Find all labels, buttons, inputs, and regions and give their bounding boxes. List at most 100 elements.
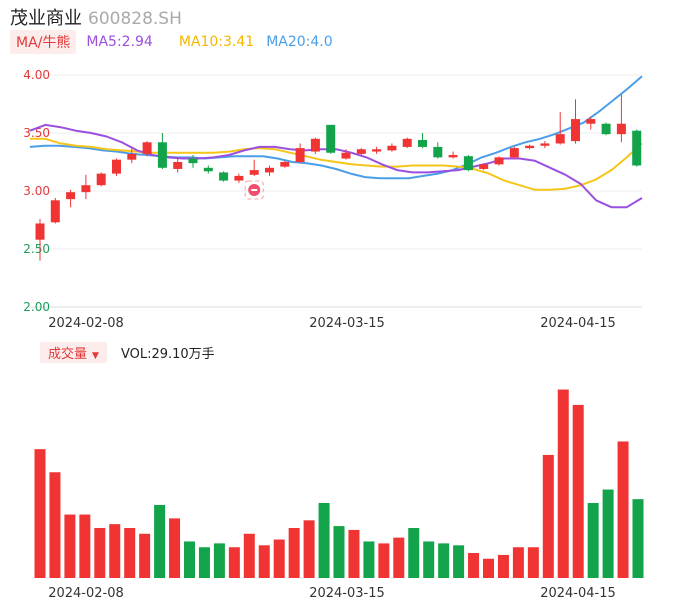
volume-bar — [34, 449, 46, 578]
volume-bar — [333, 526, 345, 578]
volume-bar — [587, 503, 599, 578]
candle — [555, 112, 565, 145]
candle — [81, 174, 91, 200]
candle — [509, 146, 519, 159]
y-tick-label: 2.00 — [23, 300, 50, 314]
volume-bar — [228, 547, 240, 578]
candle-body — [50, 200, 60, 223]
candle-body — [280, 162, 290, 167]
candle — [50, 197, 60, 224]
x-tick-label: 2024-03-15 — [309, 316, 385, 331]
volume-bar — [572, 404, 584, 578]
candle — [402, 137, 412, 149]
grid-lines — [30, 74, 642, 308]
volume-bar — [483, 558, 494, 578]
volume-bar — [393, 537, 405, 578]
candle — [265, 165, 274, 176]
candle-body — [326, 124, 336, 153]
volume-value: VOL:29.10万手 — [120, 346, 215, 362]
candle-body — [295, 148, 305, 162]
volume-bar — [602, 489, 614, 578]
candle-body — [66, 192, 76, 200]
ma-bull-bear-button[interactable]: MA/牛熊 — [10, 30, 77, 54]
candle — [601, 122, 611, 136]
volume-bar — [453, 545, 465, 578]
volume-bar — [408, 528, 420, 578]
volume-bar — [124, 528, 136, 578]
candle — [234, 173, 244, 183]
volume-bar — [64, 514, 76, 578]
candle — [112, 158, 121, 176]
ma10-label: MA10:3.41 — [178, 34, 255, 50]
candle-body — [234, 175, 244, 181]
candle-body — [463, 156, 473, 171]
volume-bar — [617, 441, 629, 578]
candle-body — [310, 138, 320, 152]
stock-name: 茂业商业 — [10, 8, 82, 29]
volume-bar — [243, 533, 255, 578]
candle — [35, 218, 45, 261]
candle-body — [265, 167, 274, 173]
volume-bar — [497, 554, 509, 578]
candle-body — [616, 123, 626, 135]
candle-body — [601, 123, 611, 135]
bull-marker-frame — [244, 180, 264, 200]
candle — [96, 172, 106, 187]
candle-body — [479, 164, 489, 169]
candle-body — [35, 223, 45, 240]
ma5-label: MA5:2.94 — [86, 34, 153, 50]
candle-body — [494, 157, 504, 165]
volume-bar — [49, 472, 61, 578]
candle — [479, 163, 489, 171]
candle — [249, 159, 259, 176]
candle — [173, 158, 183, 173]
candle-body — [509, 148, 519, 158]
volume-bar — [348, 529, 360, 578]
candle-body — [387, 145, 397, 151]
volume-selector-button[interactable]: 成交量 ▼ — [40, 341, 107, 363]
x-tick-label: 2024-04-15 — [540, 586, 616, 601]
volume-bar — [213, 543, 225, 578]
candle — [387, 143, 397, 152]
candle — [219, 171, 229, 182]
volume-legend: 成交量 ▼ VOL:29.10万手 — [40, 341, 215, 363]
bull-marker-glyph — [251, 189, 258, 191]
candle-body — [81, 185, 91, 193]
candle — [586, 116, 596, 130]
candle — [494, 156, 504, 166]
candle-body — [571, 119, 580, 142]
candle — [540, 141, 550, 149]
candle — [356, 148, 366, 156]
candle-body — [372, 149, 382, 152]
y-axis-ticks: 4.00 3.50 3.00 2.50 2.00 — [23, 68, 50, 314]
volume-bar — [184, 541, 195, 578]
candle-body — [540, 143, 550, 146]
x-tick-label: 2024-03-15 — [309, 586, 385, 601]
ma-legend: MA/牛熊 MA5:2.94 MA10:3.41 MA20:4.0 — [10, 30, 345, 54]
volume-bar — [512, 547, 524, 578]
candle-body — [219, 172, 229, 181]
volume-bar — [94, 528, 106, 578]
stock-code: 600828.SH — [88, 9, 182, 29]
volume-bar — [318, 503, 330, 578]
candle — [632, 129, 642, 167]
volume-bar — [198, 547, 210, 578]
candle-body — [188, 158, 198, 164]
candle — [372, 146, 382, 154]
candles — [35, 94, 642, 261]
candle — [448, 151, 458, 159]
candle-body — [341, 152, 351, 159]
x-tick-label: 2024-02-08 — [48, 586, 124, 601]
volume-bar — [273, 539, 285, 578]
volume-bar — [542, 454, 554, 578]
candle — [295, 143, 305, 164]
stock-header: 茂业商业 600828.SH — [10, 4, 182, 29]
ma5-line — [29, 123, 643, 209]
y-tick-label: 2.50 — [23, 242, 50, 256]
candle-body — [142, 142, 152, 154]
volume-bars — [34, 389, 644, 578]
ma20-label: MA20:4.0 — [266, 34, 333, 50]
candle — [571, 99, 580, 144]
candle — [341, 149, 351, 160]
